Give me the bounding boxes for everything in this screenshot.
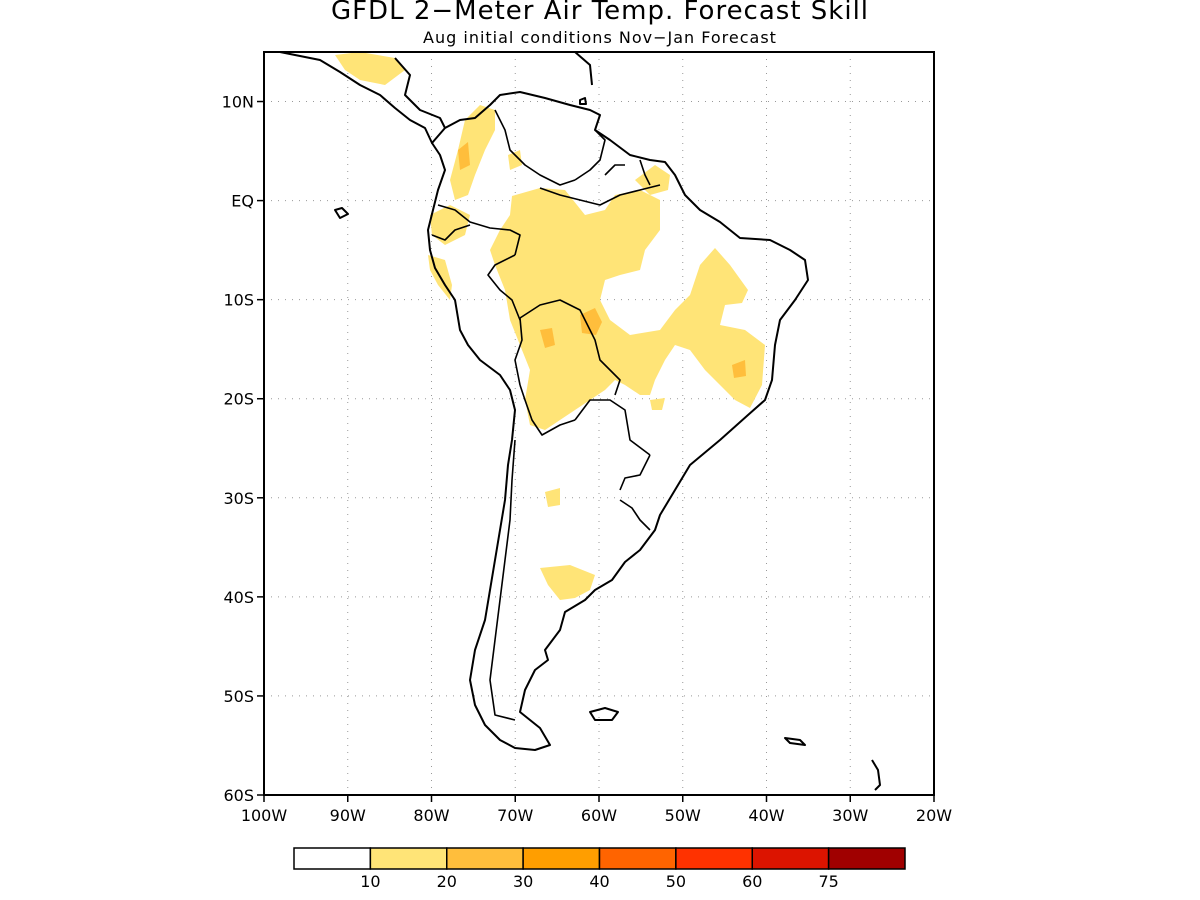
skill-region-brazil-south (650, 398, 665, 410)
south-america-coastline (427, 91, 809, 751)
color-bar-swatch (598, 847, 677, 870)
border-ecuador-peru (431, 224, 471, 241)
skill-region-ecuador (430, 205, 470, 245)
skill-region-brazil-east-high (732, 360, 746, 378)
color-bar-swatch (293, 847, 372, 870)
skill-region-argentina-north (545, 488, 560, 507)
central-america-coastline (279, 51, 433, 144)
lat-tick-label: 50S (223, 687, 254, 706)
color-bar-swatch (675, 847, 753, 870)
lon-tick-label: 50W (665, 806, 701, 825)
color-bar-swatch (751, 847, 830, 870)
lat-tick-label: EQ (231, 192, 254, 211)
country-borders (431, 109, 661, 721)
color-bar-swatch (446, 847, 524, 870)
border-chile-argentina (489, 439, 516, 721)
galapagos-islands (334, 207, 349, 219)
lat-tick-label: 60S (223, 786, 254, 805)
color-bar-swatch (827, 847, 906, 870)
skill-region-bolivia-west-high (540, 328, 555, 348)
border-brazil-north (539, 184, 661, 206)
lon-tick-label: 70W (497, 806, 533, 825)
border-chile-bolivia-argentina (519, 384, 576, 436)
lon-tick-label: 20W (916, 806, 952, 825)
map-subtitle: Aug initial conditions Nov−Jan Forecast (423, 28, 777, 47)
color-bar-label: 75 (818, 872, 838, 891)
color-bar (293, 847, 906, 870)
skill-region-colombia-high (458, 142, 470, 170)
graticule-grid (264, 52, 934, 795)
longitude-labels: 100W 90W 80W 70W 60W 50W 40W 30W 20W (241, 806, 952, 825)
lon-tick-label: 100W (241, 806, 288, 825)
central-america-north-coast (394, 57, 446, 129)
skill-shading (335, 52, 765, 600)
border-venezuela-guyana (574, 129, 606, 181)
falkland-islands (589, 707, 619, 721)
axis-ticks (257, 100, 935, 802)
color-bar-label: 40 (589, 872, 609, 891)
map-title: GFDL 2−Meter Air Temp. Forecast Skill (330, 0, 870, 26)
color-bar-label: 50 (666, 872, 686, 891)
skill-region-bolivia-high (580, 308, 602, 335)
skill-region-venezuela (508, 150, 522, 170)
border-paraguay (574, 399, 651, 456)
skill-region-amazon (490, 188, 765, 430)
south-georgia (784, 737, 806, 746)
border-suriname-french-guiana (639, 159, 651, 186)
color-bar-label: 30 (513, 872, 533, 891)
lat-tick-label: 10N (222, 93, 254, 112)
latitude-labels: 10N EQ 10S 20S 30S 40S 50S 60S (222, 93, 254, 805)
border-bolivia-brazil (519, 299, 621, 396)
coastlines (279, 51, 881, 791)
skill-region-colombia (450, 105, 495, 200)
color-bar-swatch (369, 847, 448, 870)
color-bar-label: 10 (360, 872, 380, 891)
color-bar-label: 60 (742, 872, 762, 891)
lon-tick-label: 60W (581, 806, 617, 825)
border-bolivia-peru (514, 317, 523, 386)
south-sandwich-islands (871, 759, 881, 791)
lon-tick-label: 80W (413, 806, 449, 825)
lon-tick-label: 30W (832, 806, 868, 825)
border-peru-brazil (487, 254, 521, 321)
lat-tick-label: 30S (223, 489, 254, 508)
cuba-island-edge (574, 51, 593, 86)
border-uruguay (619, 499, 651, 531)
border-colombia-venezuela (494, 109, 576, 186)
skill-region-guiana (635, 165, 670, 195)
lat-tick-label: 40S (223, 588, 254, 607)
lon-tick-label: 40W (748, 806, 784, 825)
color-bar-labels: 10 20 30 40 50 60 75 (360, 872, 839, 891)
border-argentina-brazil (619, 454, 651, 491)
lat-tick-label: 10S (223, 291, 254, 310)
border-colombia-peru (437, 204, 521, 256)
border-guyana-suriname (604, 164, 625, 176)
skill-region-central-america (335, 52, 405, 85)
lon-tick-label: 90W (330, 806, 366, 825)
color-bar-swatch (522, 847, 601, 870)
lat-tick-label: 20S (223, 390, 254, 409)
color-bar-label: 20 (437, 872, 457, 891)
skill-region-argentina-central (540, 565, 595, 600)
trinidad-island (579, 97, 587, 105)
